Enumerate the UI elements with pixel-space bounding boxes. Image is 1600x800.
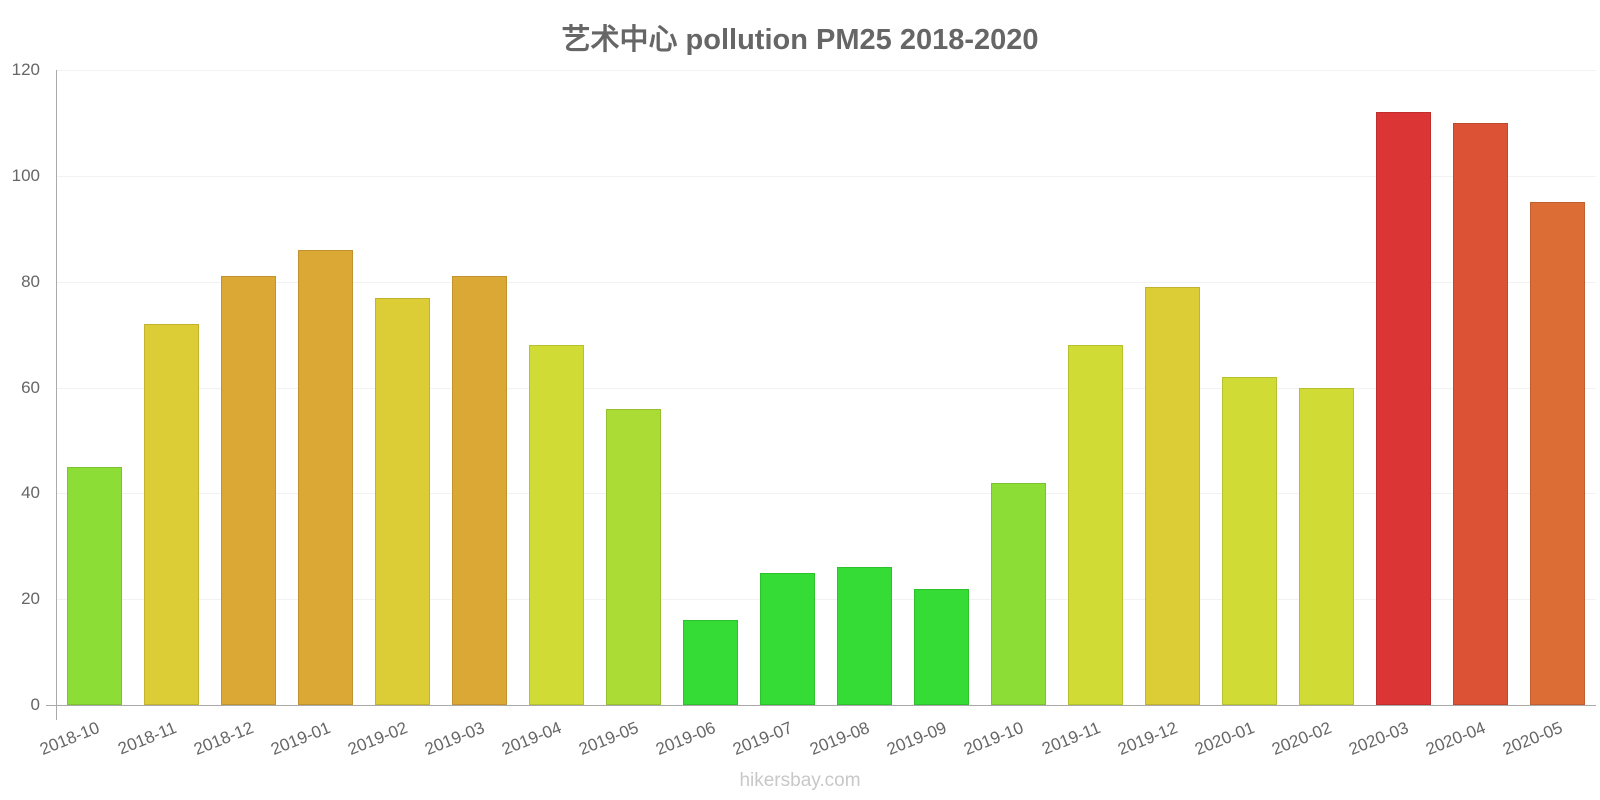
y-axis-line: [56, 70, 57, 720]
x-tick-label: 2020-05: [1499, 718, 1565, 759]
bar-2020-04[interactable]: [1453, 122, 1508, 705]
gridline: [56, 599, 1596, 601]
bar-2019-04[interactable]: [529, 345, 584, 705]
bar-2019-01[interactable]: [298, 249, 353, 705]
bar-2019-10[interactable]: [991, 482, 1046, 705]
bar-2019-09[interactable]: [914, 588, 969, 705]
bar-2019-07[interactable]: [760, 572, 815, 705]
y-tick-label: 120: [11, 60, 40, 79]
bar-2019-06[interactable]: [683, 620, 738, 705]
x-tick-label: 2019-09: [883, 718, 949, 759]
y-tick-label: 0: [30, 695, 40, 714]
x-tick-label: 2019-05: [575, 718, 641, 759]
x-tick-label: 2019-07: [729, 718, 795, 759]
gridline: [56, 493, 1596, 495]
x-tick-label: 2019-03: [421, 718, 487, 759]
bar-2019-08[interactable]: [837, 567, 892, 705]
x-tick-label: 2019-04: [498, 718, 564, 759]
x-tick-label: 2018-10: [36, 718, 102, 759]
bar-2019-03[interactable]: [452, 276, 507, 705]
x-tick-label: 2019-12: [1114, 718, 1180, 759]
bar-2019-12[interactable]: [1145, 286, 1200, 705]
gridline: [56, 70, 1596, 71]
watermark: hikersbay.com: [739, 770, 861, 791]
x-tick-label: 2020-03: [1345, 718, 1411, 759]
x-tick-label: 2020-02: [1268, 718, 1334, 759]
gridline: [56, 387, 1596, 389]
bar-2020-05[interactable]: [1530, 202, 1585, 705]
gridline: [56, 175, 1596, 177]
x-tick-label: 2019-01: [267, 718, 333, 759]
x-axis-line: [46, 705, 1596, 706]
bar-2020-02[interactable]: [1299, 387, 1354, 705]
x-tick-label: 2019-08: [806, 718, 872, 759]
gridline: [56, 281, 1596, 283]
x-tick-label: 2019-06: [652, 718, 718, 759]
bar-2018-11[interactable]: [144, 324, 199, 705]
bar-2018-10[interactable]: [67, 466, 122, 705]
x-tick-label: 2018-11: [114, 718, 179, 759]
y-tick-label: 20: [21, 589, 40, 609]
x-tick-label: 2020-01: [1191, 718, 1257, 759]
y-tick-label: 100: [11, 165, 40, 185]
x-tick-label: 2020-04: [1422, 718, 1488, 759]
y-tick-label: 40: [21, 483, 40, 503]
bar-2020-03[interactable]: [1376, 112, 1431, 705]
x-tick-label: 2018-12: [190, 718, 256, 759]
y-tick-label: 80: [21, 271, 40, 291]
bar-2020-01[interactable]: [1222, 376, 1277, 705]
bar-2018-12[interactable]: [221, 276, 276, 705]
y-tick-label: 60: [21, 377, 40, 397]
x-tick-label: 2019-10: [960, 718, 1026, 759]
bar-2019-02[interactable]: [375, 297, 430, 705]
chart-title: 艺术中心 pollution PM25 2018-2020: [561, 24, 1039, 56]
bar-2019-05[interactable]: [606, 408, 661, 705]
bar-2019-11[interactable]: [1068, 345, 1123, 705]
x-tick-label: 2019-11: [1038, 718, 1103, 759]
x-tick-label: 2019-02: [344, 718, 410, 759]
